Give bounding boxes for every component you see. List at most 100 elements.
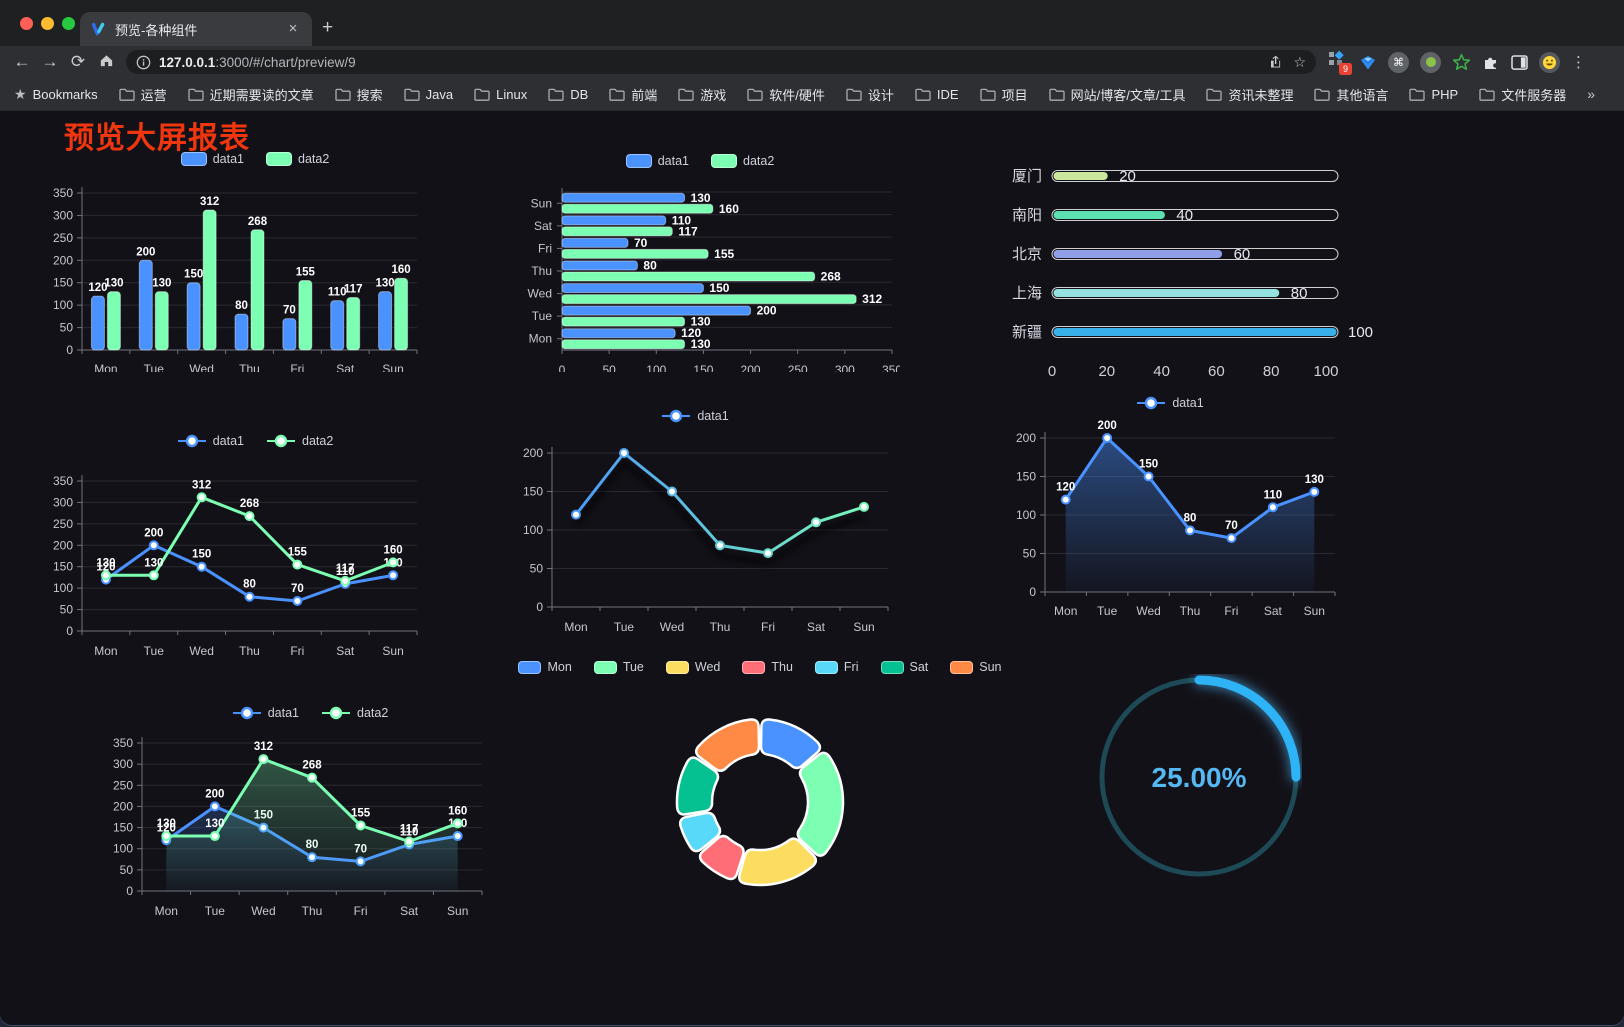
svg-text:117: 117 (400, 824, 419, 836)
pie-segment-Fri[interactable] (679, 811, 722, 853)
hbar-chart-canvas[interactable]: 0 50 100 150 200 250 300 350 Sun Sat Fri Thu Wed Tue M… (500, 150, 900, 372)
active-tab[interactable]: 预览-各种组件 × (80, 12, 312, 46)
legend-item-data2[interactable]: data2 (266, 152, 329, 166)
legend-item-data1[interactable]: data1 (177, 434, 244, 448)
legend-label: Fri (843, 660, 859, 674)
bookmarks-overflow-chevron[interactable]: » (1587, 86, 1596, 102)
bookmark-folder-16[interactable]: 文件服务器 (1479, 85, 1566, 104)
legend-item-Tue[interactable]: Tue (593, 660, 644, 674)
pie-segment-Tue[interactable] (796, 751, 845, 857)
pie-segment-Wed[interactable] (737, 837, 818, 887)
svg-text:Fri: Fri (761, 620, 775, 634)
pie-segment-Mon[interactable] (759, 718, 822, 770)
donut-canvas[interactable] (560, 660, 960, 912)
legend-label: data1 (212, 152, 244, 166)
svg-text:160: 160 (383, 544, 402, 556)
svg-text:117: 117 (344, 284, 363, 296)
tab-close-icon[interactable]: × (288, 20, 298, 37)
legend-item-data1[interactable]: data1 (180, 152, 244, 166)
bookmark-folder-11[interactable]: 项目 (979, 85, 1028, 104)
record-extension-icon[interactable] (1420, 51, 1441, 73)
bookmark-folder-5[interactable]: DB (548, 87, 588, 102)
line-gradient-canvas[interactable]: 0 50 100 150 200 Mon Tue Wed Thu Fri Sat Sun (490, 405, 900, 637)
svg-text:100: 100 (1313, 363, 1338, 380)
bookmark-folder-2[interactable]: 搜索 (334, 85, 383, 104)
share-icon[interactable] (1268, 54, 1283, 70)
back-button[interactable]: ← (13, 52, 31, 71)
svg-text:40: 40 (1176, 207, 1193, 224)
sidebar-toggle-icon[interactable] (1511, 54, 1528, 70)
emoji-extension-icon[interactable] (1539, 51, 1560, 73)
svg-text:110: 110 (1264, 489, 1283, 501)
svg-text:Mon: Mon (155, 904, 178, 918)
line-canvas[interactable]: 0 50 100 150 200 250 300 350 Mon Tue Wed Thu Fri Sat S… (45, 430, 465, 668)
pie-segment-Sat[interactable] (675, 756, 720, 816)
url-bar[interactable]: 127.0.0.1:3000/#/chart/preview/9 ☆ (126, 50, 1316, 74)
bookmark-folder-12[interactable]: 网站/博客/文章/工具 (1048, 85, 1185, 104)
svg-text:Fri: Fri (290, 362, 304, 372)
area-double-canvas[interactable]: 0 50 100 150 200 250 300 350 Mon Tue Wed Thu Fri Sat S… (95, 700, 525, 926)
svg-text:155: 155 (288, 547, 308, 559)
pie-segment-Thu[interactable] (698, 834, 745, 881)
forward-button[interactable]: → (41, 52, 59, 71)
legend-item-Sun[interactable]: Sun (950, 660, 1002, 674)
extension-grid-icon[interactable]: 9 (1328, 50, 1352, 75)
svg-text:Sat: Sat (807, 620, 826, 634)
home-button[interactable] (92, 52, 120, 73)
legend-item-Mon[interactable]: Mon (518, 660, 572, 674)
gauge-value-label: 25.00% (1152, 762, 1247, 793)
site-info-icon[interactable] (136, 55, 151, 70)
gauge-canvas[interactable]: 25.00% (1096, 674, 1302, 880)
progress-chart-canvas[interactable]: 厦门 20 南阳 40 北京 60 上海 80 新疆 100 0 20 40 60 80 100 (1000, 150, 1380, 388)
bookmark-folder-3[interactable]: Java (403, 87, 453, 102)
svg-text:0: 0 (559, 363, 566, 372)
bookmark-folder-6[interactable]: 前端 (609, 85, 657, 104)
legend-item-data1[interactable]: data1 (1136, 396, 1204, 410)
legend-item-data2[interactable]: data2 (266, 434, 333, 448)
legend-item-data1[interactable]: data1 (625, 154, 689, 168)
bookmark-folder-14[interactable]: 其他语言 (1314, 85, 1388, 104)
pie-segments (675, 718, 845, 887)
bookmark-folder-4[interactable]: Linux (474, 87, 527, 102)
bookmark-folder-10[interactable]: IDE (915, 87, 959, 102)
legend-item-Fri[interactable]: Fri (814, 660, 859, 674)
x-axis: 0 20 40 60 80 100 (1048, 363, 1339, 380)
legend-label: Mon (547, 660, 572, 674)
legend-item-data1[interactable]: data1 (661, 409, 729, 423)
svg-text:0: 0 (126, 884, 133, 898)
bookmark-folder-0[interactable]: 运营 (118, 85, 167, 104)
legend-item-data1[interactable]: data1 (232, 706, 299, 720)
bookmark-folder-13[interactable]: 资讯未整理 (1206, 85, 1293, 104)
bookmark-folder-8[interactable]: 软件/硬件 (747, 85, 825, 104)
legend-item-data2[interactable]: data2 (321, 706, 388, 720)
zoom-window-button[interactable] (62, 17, 75, 30)
bookmark-folder-7[interactable]: 游戏 (678, 85, 726, 104)
legend-item-Thu[interactable]: Thu (742, 660, 793, 674)
command-extension-icon[interactable]: ⌘ (1388, 51, 1409, 73)
star-extension-icon[interactable] (1452, 53, 1471, 72)
legend-item-Sat[interactable]: Sat (880, 660, 928, 674)
bar-chart-canvas[interactable]: 0 50 100 150 200 250 300 350 Mon Tue Wed Thu Fri Sat S… (45, 148, 465, 372)
bookmark-folder-1[interactable]: 近期需要读的文章 (187, 85, 314, 104)
close-window-button[interactable] (20, 17, 33, 30)
menu-dots-icon[interactable]: ⋮ (1571, 54, 1586, 71)
gem-extension-icon[interactable] (1359, 54, 1377, 71)
svg-text:268: 268 (821, 270, 841, 284)
bookmark-folder-9[interactable]: 设计 (846, 85, 894, 104)
url-text[interactable]: 127.0.0.1:3000/#/chart/preview/9 (159, 55, 1268, 70)
axes: 0 50 100 150 200 250 300 350 Sun Sat Fri Thu Wed Tue M… (528, 188, 900, 372)
bookmark-bookmarks[interactable]: ★ Bookmarks (14, 85, 98, 102)
bookmark-star-icon[interactable]: ☆ (1293, 53, 1306, 70)
folder-icon (846, 88, 862, 101)
svg-text:Tue: Tue (532, 309, 553, 323)
bookmark-folder-15[interactable]: PHP (1409, 87, 1458, 102)
reload-button[interactable]: ⟳ (70, 52, 86, 71)
legend-item-Wed[interactable]: Wed (665, 660, 720, 674)
pie-segment-Sun[interactable] (695, 718, 761, 772)
new-tab-button[interactable]: + (322, 17, 334, 38)
svg-text:100: 100 (523, 523, 543, 537)
extensions-puzzle-icon[interactable] (1482, 53, 1500, 71)
minimize-window-button[interactable] (41, 17, 54, 30)
legend-item-data2[interactable]: data2 (711, 154, 774, 168)
